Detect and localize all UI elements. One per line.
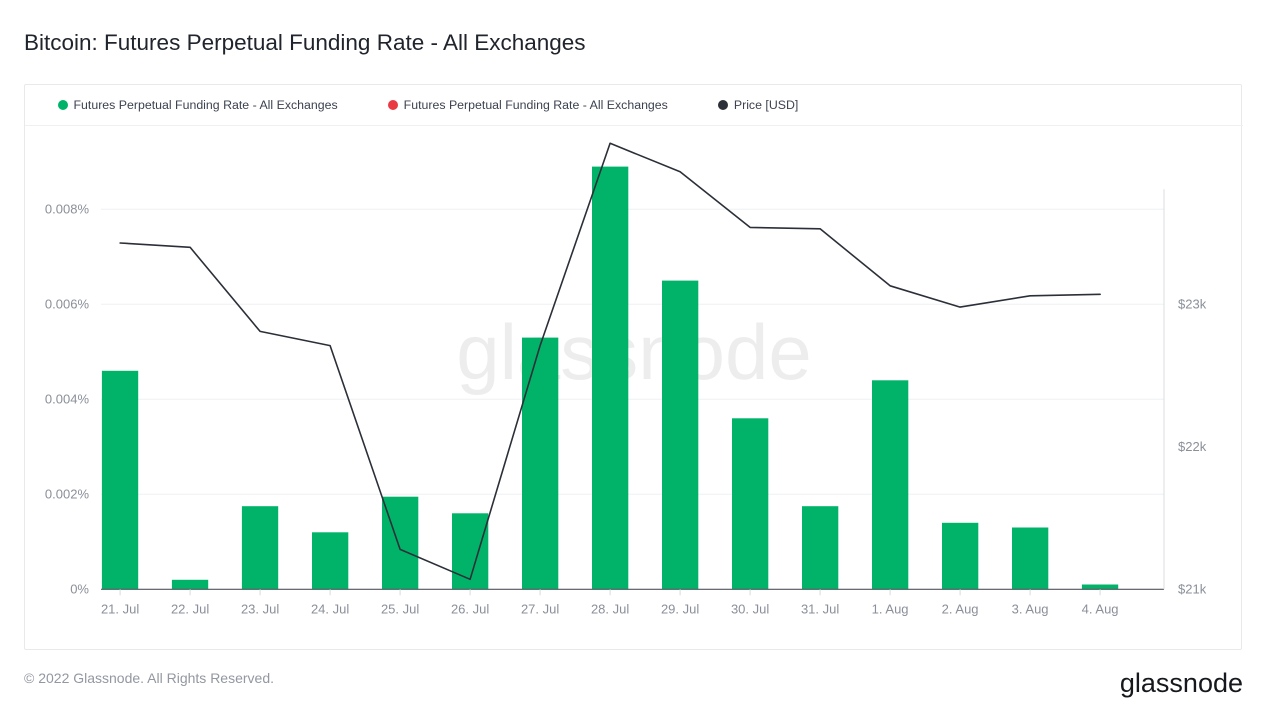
svg-text:22. Jul: 22. Jul (171, 601, 209, 616)
svg-text:26. Jul: 26. Jul (451, 601, 489, 616)
svg-text:28. Jul: 28. Jul (591, 601, 629, 616)
svg-text:$23k: $23k (1178, 296, 1207, 311)
svg-text:0.008%: 0.008% (45, 201, 90, 216)
svg-text:0%: 0% (70, 581, 89, 596)
svg-text:0.002%: 0.002% (45, 486, 90, 501)
svg-text:30. Jul: 30. Jul (731, 601, 769, 616)
svg-text:23. Jul: 23. Jul (241, 601, 279, 616)
svg-text:24. Jul: 24. Jul (311, 601, 349, 616)
svg-text:29. Jul: 29. Jul (661, 601, 699, 616)
svg-text:21. Jul: 21. Jul (101, 601, 139, 616)
svg-text:1. Aug: 1. Aug (872, 601, 909, 616)
svg-text:0.006%: 0.006% (45, 296, 90, 311)
svg-text:$22k: $22k (1178, 439, 1207, 454)
svg-text:3. Aug: 3. Aug (1012, 601, 1049, 616)
svg-text:27. Jul: 27. Jul (521, 601, 559, 616)
svg-text:0.004%: 0.004% (45, 391, 90, 406)
svg-text:$21k: $21k (1178, 581, 1207, 596)
svg-text:25. Jul: 25. Jul (381, 601, 419, 616)
svg-text:4. Aug: 4. Aug (1082, 601, 1119, 616)
svg-text:31. Jul: 31. Jul (801, 601, 839, 616)
svg-text:2. Aug: 2. Aug (942, 601, 979, 616)
